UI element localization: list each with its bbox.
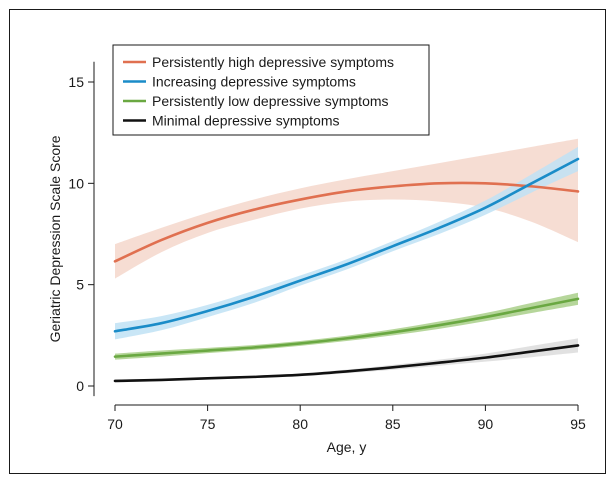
legend-box	[112, 44, 430, 136]
x-tick-label: 80	[292, 416, 308, 432]
confidence-band-1	[115, 138, 578, 279]
x-tick-label: 75	[200, 416, 216, 432]
legend-label: Minimal depressive symptoms	[152, 113, 340, 129]
series-lines	[113, 157, 580, 383]
y-axis-ticks: 0 5 10 15	[68, 74, 94, 394]
x-axis-ticks: 70 75 80 85 90 95	[107, 405, 586, 432]
x-tick-label: 90	[478, 416, 494, 432]
confidence-band-3	[115, 292, 578, 360]
x-tick-label: 85	[385, 416, 401, 432]
x-tick-label: 95	[570, 416, 586, 432]
legend-label: Persistently high depressive symptoms	[152, 54, 394, 70]
series-line-1	[113, 181, 580, 263]
x-tick-label: 70	[107, 416, 123, 432]
legend-label: Increasing depressive symptoms	[152, 74, 356, 90]
series-line-4	[113, 344, 580, 383]
y-tick-label: 0	[76, 378, 84, 394]
series-line-2	[113, 157, 580, 333]
axes: 0 5 10 15 70 75 80 85 90 95	[68, 61, 586, 432]
y-axis-label: Geriatric Depression Scale Score	[47, 135, 63, 342]
y-tick-label: 15	[68, 74, 84, 90]
x-axis-label: Age, y	[327, 439, 367, 455]
legend: Persistently high depressive symptoms Inc…	[112, 44, 430, 136]
confidence-bands	[115, 138, 578, 383]
y-tick-label: 10	[68, 175, 84, 191]
confidence-band-2	[115, 146, 578, 340]
confidence-band-4	[115, 338, 578, 383]
series-line-3	[113, 297, 580, 358]
legend-label: Persistently low depressive symptoms	[152, 93, 389, 109]
y-tick-label: 5	[76, 277, 84, 293]
